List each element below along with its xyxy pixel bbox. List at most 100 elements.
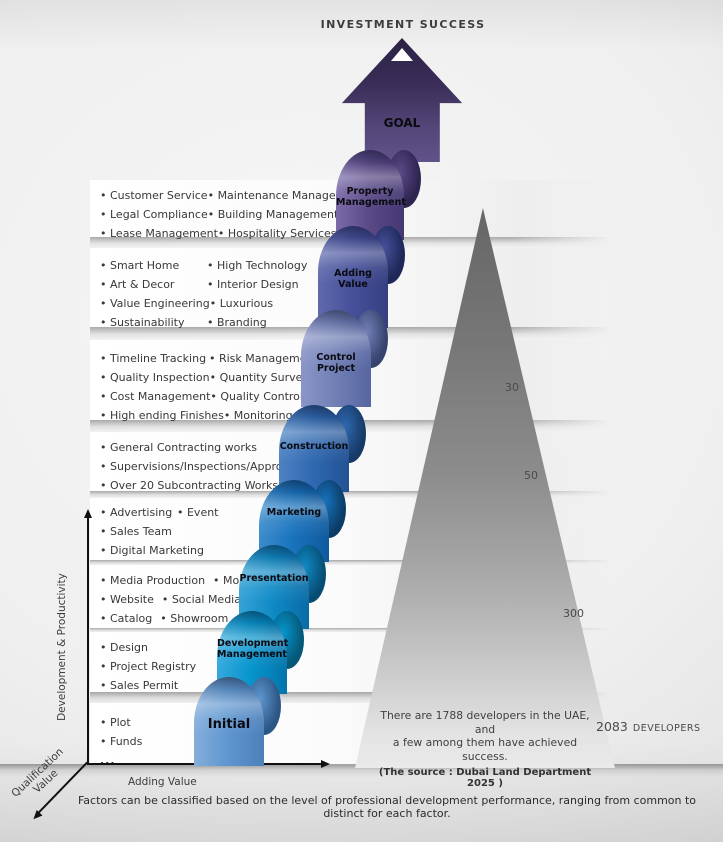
bullet-item: • Quantity Survey [209, 371, 309, 384]
x-axis-label: Adding Value [128, 776, 197, 788]
bullet-item: • Lease Management [100, 227, 218, 240]
bullet-item: • Legal Compliance [100, 208, 208, 221]
ribbon-label: Property Management [336, 186, 406, 208]
page-title: INVESTMENT SUCCESS [320, 18, 486, 31]
y-axis-arrowhead [84, 509, 92, 518]
ribbon-initial: Initial [194, 677, 281, 766]
ribbon-label: Control Project [316, 352, 356, 374]
bullet-item: • Timeline Tracking [100, 352, 207, 365]
y-axis-line [87, 517, 89, 765]
bullet-item: • Digital Marketing [100, 544, 204, 557]
developers-label: DEVELOPERS [632, 723, 701, 734]
bullet-item: • Quality Control [210, 390, 303, 403]
note-line-2: a few among them have achieved success. [392, 736, 578, 763]
bullet-item: ... [100, 754, 116, 767]
bullet-item: • Sales Team [100, 525, 172, 538]
bullet-item: • Interior Design [207, 278, 299, 291]
bullet-item: • Advertising [100, 506, 173, 519]
bullet-row: • Value Engineering• Luxurious [100, 293, 617, 312]
cone-number-30: 30 [505, 381, 519, 394]
bullet-item: • General Contracting works [100, 441, 258, 454]
bullet-item: • Maintenance Management [207, 189, 365, 202]
bullet-item: • Art & Decor [100, 278, 175, 291]
bullet-item: • Quality Inspection [100, 371, 210, 384]
bullet-row: • Over 20 Subcontracting Works [100, 475, 617, 494]
ribbon-property-management: Property Management [336, 150, 421, 240]
cone-number-300: 300 [563, 607, 584, 620]
bullet-item: • High Technology [207, 259, 308, 272]
ribbon-label: Marketing [266, 507, 322, 518]
bullet-row: • Advertising • Event [100, 502, 617, 521]
bullet-row: • Project Registry [100, 656, 617, 675]
step-band-presentation: • Media Production• Mockup• Website• Soc… [90, 565, 617, 643]
bullet-row: • Quality Inspection• Quantity Survey [100, 367, 617, 386]
bullet-item: • Sustainability [100, 316, 185, 329]
bullet-row: • Plot [100, 712, 617, 731]
developers-count: 2083 [596, 719, 628, 734]
bullet-row: ... [100, 750, 617, 767]
ribbon-body [336, 150, 404, 240]
bullet-item: • Monitoring [223, 409, 293, 422]
bullet-row: • Timeline Tracking • Risk Management [100, 348, 617, 367]
ribbon-construction: Construction [279, 405, 366, 492]
bullet-item: • Funds [100, 735, 143, 748]
ribbon-control-project: Control Project [301, 310, 388, 407]
bullet-row: • Smart Home • High Technology [100, 255, 617, 274]
bullet-item: • Supervisions/Inspections/Approvals [100, 460, 305, 473]
y-axis-label: Development & Productivity [56, 573, 68, 721]
bullet-item: • Cost Management [100, 390, 211, 403]
footer-caption: Factors can be classified based on the l… [77, 794, 697, 820]
ribbon-label: Initial [207, 717, 251, 732]
bullet-item: • Customer Service [100, 189, 208, 202]
bullet-row: • Digital Marketing [100, 540, 617, 559]
bullet-item: • Luxurious [209, 297, 274, 310]
bullet-row: • Catalog • Showroom [100, 608, 617, 627]
bullet-row: • Sales Permit [100, 675, 617, 694]
ribbon-body [279, 405, 349, 492]
bullet-item: • Building Management [207, 208, 339, 221]
developers-note: There are 1788 developers in the UAE, an… [374, 709, 596, 789]
note-line-1: There are 1788 developers in the UAE, an… [380, 709, 590, 736]
bullet-item: • Sales Permit [100, 679, 179, 692]
ribbon-body [194, 677, 264, 766]
bullet-row: • High ending Finishes• Monitoring [100, 405, 617, 424]
bullet-item: • Showroom [160, 612, 229, 625]
bullet-row: • Funds [100, 731, 617, 750]
note-source: (The source : Dubai Land Department 2025… [378, 767, 592, 789]
bullet-row: • General Contracting works [100, 437, 617, 456]
bullet-item: • Risk Management [209, 352, 318, 365]
bullet-row: • Design [100, 637, 617, 656]
bullet-item: • Design [100, 641, 148, 654]
bullet-item: • Smart Home [100, 259, 180, 272]
bullet-row: • Sales Team [100, 521, 617, 540]
ribbon-label: Construction [279, 441, 349, 452]
bullet-item: • Plot [100, 716, 131, 729]
bullet-row: • Supervisions/Inspections/Approvals [100, 456, 617, 475]
bullet-item: • Event [177, 506, 219, 519]
developers-total: 2083 DEVELOPERS [596, 716, 701, 735]
bullet-item: • Media Production [100, 574, 206, 587]
bullet-row: • Legal Compliance• Building Management [100, 204, 617, 223]
bullet-row: • Sustainability • Branding [100, 312, 617, 331]
ribbon-development-management: Development Management [217, 611, 304, 694]
bullet-list: • Smart Home • High Technology • Art & Dec… [90, 248, 617, 348]
bullet-item: • Social Media [161, 593, 241, 606]
bullet-item: • Branding [207, 316, 267, 329]
bullet-item: • Project Registry [100, 660, 197, 673]
ribbon-label: Development Management [217, 638, 289, 660]
bullet-item: • High ending Finishes [100, 409, 224, 422]
ribbon-body [301, 310, 371, 407]
bullet-item: • Over 20 Subcontracting Works [100, 479, 279, 492]
bullet-item: • Catalog [100, 612, 153, 625]
bullet-row: • Customer Service• Maintenance Manageme… [100, 185, 617, 204]
cone-number-50: 50 [524, 469, 538, 482]
bullet-row: • Art & Decor • Interior Design [100, 274, 617, 293]
bullet-item: • Value Engineering [100, 297, 210, 310]
ribbon-label: Presentation [239, 573, 309, 584]
bullet-item: • Website [100, 593, 154, 606]
bullet-list: • Plot • Funds... [90, 703, 617, 767]
goal-label: GOAL [383, 116, 421, 130]
bullet-row: • Website • Social Media [100, 589, 617, 608]
ribbon-presentation: Presentation [239, 545, 326, 629]
bullet-list: • General Contracting works • Supervision… [90, 432, 617, 511]
